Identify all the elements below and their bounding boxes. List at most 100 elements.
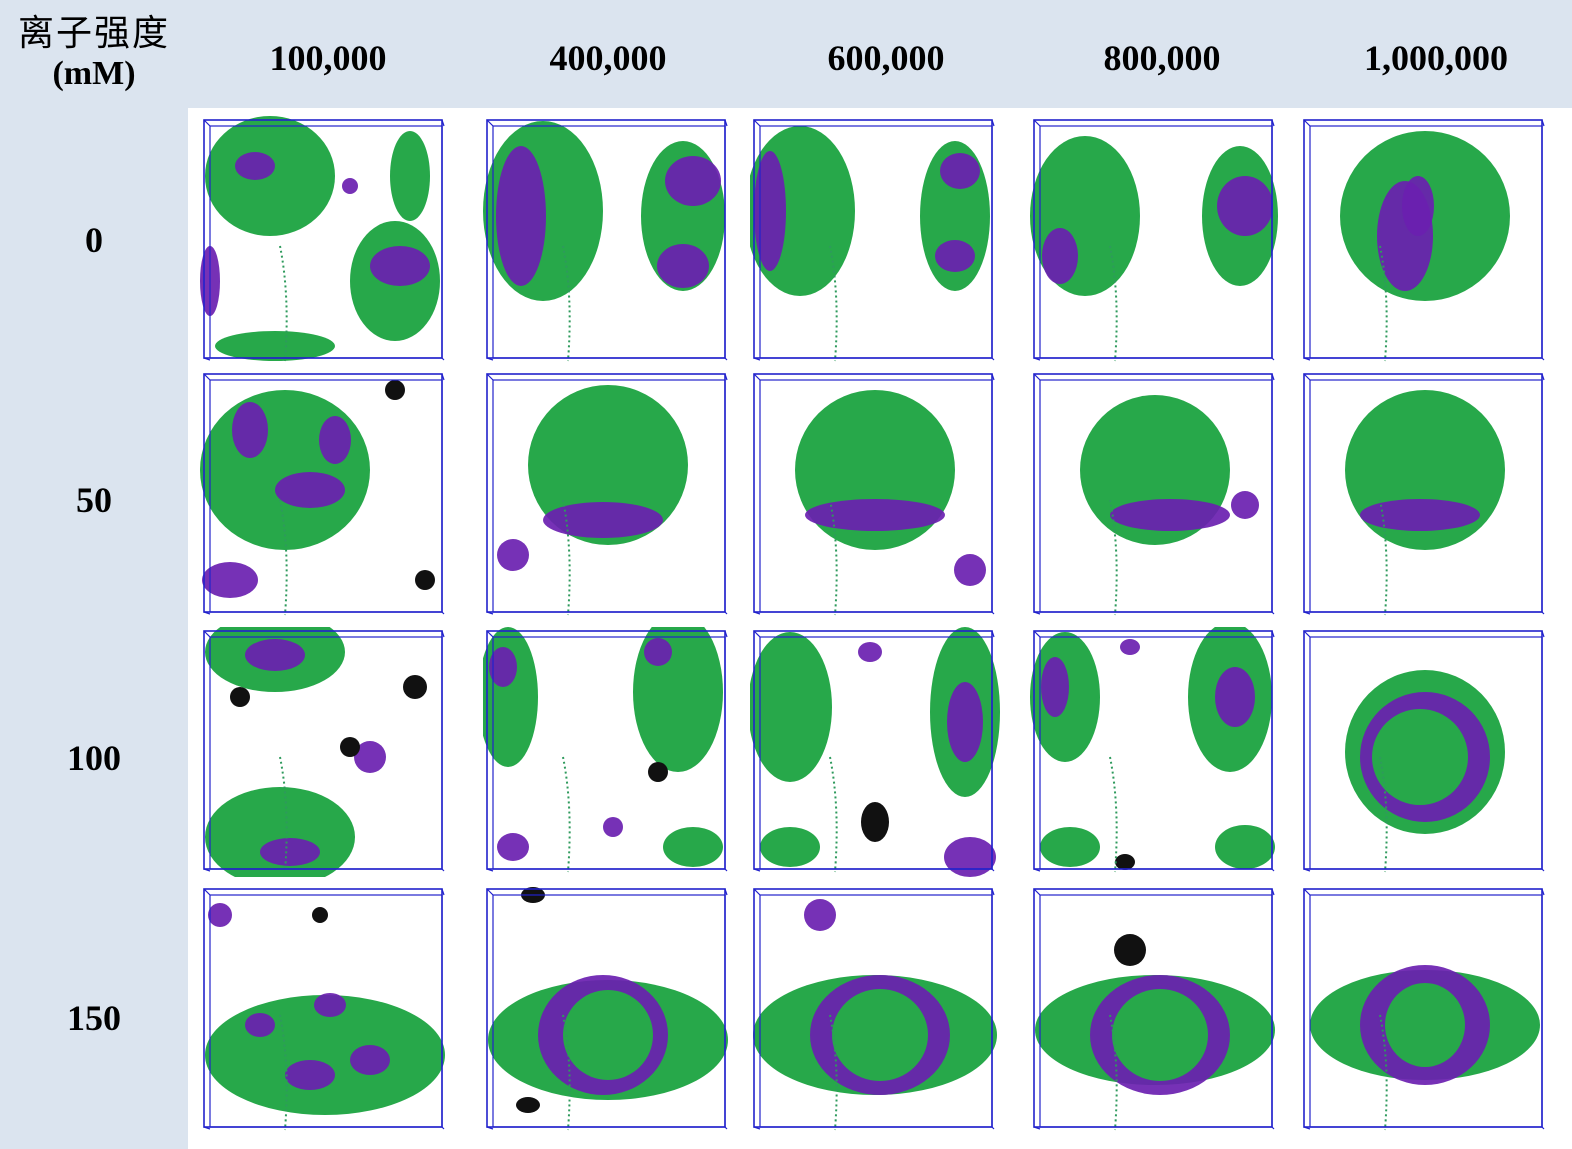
box-edge (724, 630, 728, 638)
box-edge (1271, 868, 1275, 872)
purple-aggregate (947, 682, 983, 762)
black-aggregate (1115, 854, 1135, 870)
box-edge (441, 630, 445, 638)
box-edge (1541, 611, 1545, 615)
purple-aggregate (858, 642, 882, 662)
box-edge (1303, 1126, 1311, 1130)
box-edge (1303, 611, 1311, 615)
box-edge (486, 868, 494, 872)
box-edge (724, 119, 728, 127)
purple-aggregate (350, 1045, 390, 1075)
purple-aggregate (665, 156, 721, 206)
purple-aggregate (644, 638, 672, 666)
box-edge (1271, 1126, 1275, 1130)
black-aggregate (516, 1097, 540, 1113)
particle-strand (829, 245, 838, 362)
snapshot-cell-r4-c2 (483, 885, 733, 1135)
purple-aggregate (935, 240, 975, 272)
snapshot-cell-r1-c2 (483, 116, 733, 366)
box-edge (203, 357, 211, 361)
box-edge (1541, 119, 1545, 127)
box-back-face (1039, 636, 1273, 870)
green-aggregate (750, 632, 832, 782)
purple-aggregate (1402, 176, 1434, 236)
box-edge (1541, 1126, 1545, 1130)
box-edge (1271, 119, 1275, 127)
green-aggregate (215, 331, 335, 361)
box-edge (203, 630, 211, 638)
particle-strand (562, 1014, 571, 1131)
black-aggregate (340, 737, 360, 757)
box-back-face (1309, 379, 1543, 613)
purple-aggregate (657, 244, 709, 288)
snapshot-svg (483, 370, 733, 620)
particle-strand (562, 499, 571, 616)
box-edge (991, 630, 995, 638)
snapshot-svg (1030, 116, 1280, 366)
snapshot-cell-r2-c2 (483, 370, 733, 620)
row-header-4: 150 (67, 998, 121, 1038)
box-edge (1541, 630, 1545, 638)
box-edge (1541, 373, 1545, 381)
box-edge (753, 611, 761, 615)
box-edge (1303, 630, 1311, 638)
green-aggregate (832, 989, 928, 1081)
box-back-face (1039, 894, 1273, 1128)
box-edge (991, 357, 995, 361)
purple-aggregate (1110, 499, 1230, 531)
box-back-face (209, 636, 443, 870)
box-edge (441, 611, 445, 615)
snapshot-cell-r4-c3 (750, 885, 1000, 1135)
snapshot-svg (483, 885, 733, 1135)
box-back-face (1039, 379, 1273, 613)
box-back-face (492, 379, 726, 613)
particle-strand (1379, 499, 1388, 616)
snapshot-cell-r3-c2 (483, 627, 733, 877)
box-back-face (1309, 125, 1543, 359)
box-back-face (759, 125, 993, 359)
box-edge (1541, 888, 1545, 896)
row-header-band (0, 0, 188, 1149)
purple-aggregate (342, 178, 358, 194)
purple-aggregate (208, 903, 232, 927)
green-aggregate (663, 827, 723, 867)
box-back-face (1039, 125, 1273, 359)
snapshot-svg (1300, 885, 1550, 1135)
purple-aggregate (235, 152, 275, 180)
snapshot-cell-r2-c1 (200, 370, 450, 620)
purple-aggregate (1041, 657, 1069, 717)
black-aggregate (385, 380, 405, 400)
green-aggregate (1372, 709, 1468, 805)
black-aggregate (230, 687, 250, 707)
snapshot-svg (200, 885, 450, 1135)
snapshot-svg (1300, 627, 1550, 877)
box-back-face (209, 379, 443, 613)
box-edge (724, 868, 728, 872)
snapshot-svg (750, 885, 1000, 1135)
purple-aggregate (496, 146, 546, 286)
box-edge (1033, 357, 1041, 361)
particle-strand (279, 245, 288, 362)
purple-aggregate (603, 817, 623, 837)
purple-aggregate (1042, 228, 1078, 284)
box-edge (1271, 373, 1275, 381)
snapshot-svg (200, 116, 450, 366)
box-edge (486, 630, 494, 638)
snapshot-cell-r4-c5 (1300, 885, 1550, 1135)
box-edge (486, 373, 494, 381)
ionic-strength-title: 离子强度 (17, 13, 170, 54)
snapshot-cell-r4-c1 (200, 885, 450, 1135)
box-edge (991, 888, 995, 896)
black-aggregate (403, 675, 427, 699)
box-edge (1303, 373, 1311, 381)
box-edge (1033, 630, 1041, 638)
box-edge (486, 611, 494, 615)
particle-strand (1109, 756, 1118, 873)
snapshot-cell-r2-c5 (1300, 370, 1550, 620)
purple-aggregate (497, 539, 529, 571)
snapshot-svg (1300, 116, 1550, 366)
box-edge (1271, 611, 1275, 615)
box-edge (724, 611, 728, 615)
box-back-face (492, 894, 726, 1128)
snapshot-cell-r1-c5 (1300, 116, 1550, 366)
